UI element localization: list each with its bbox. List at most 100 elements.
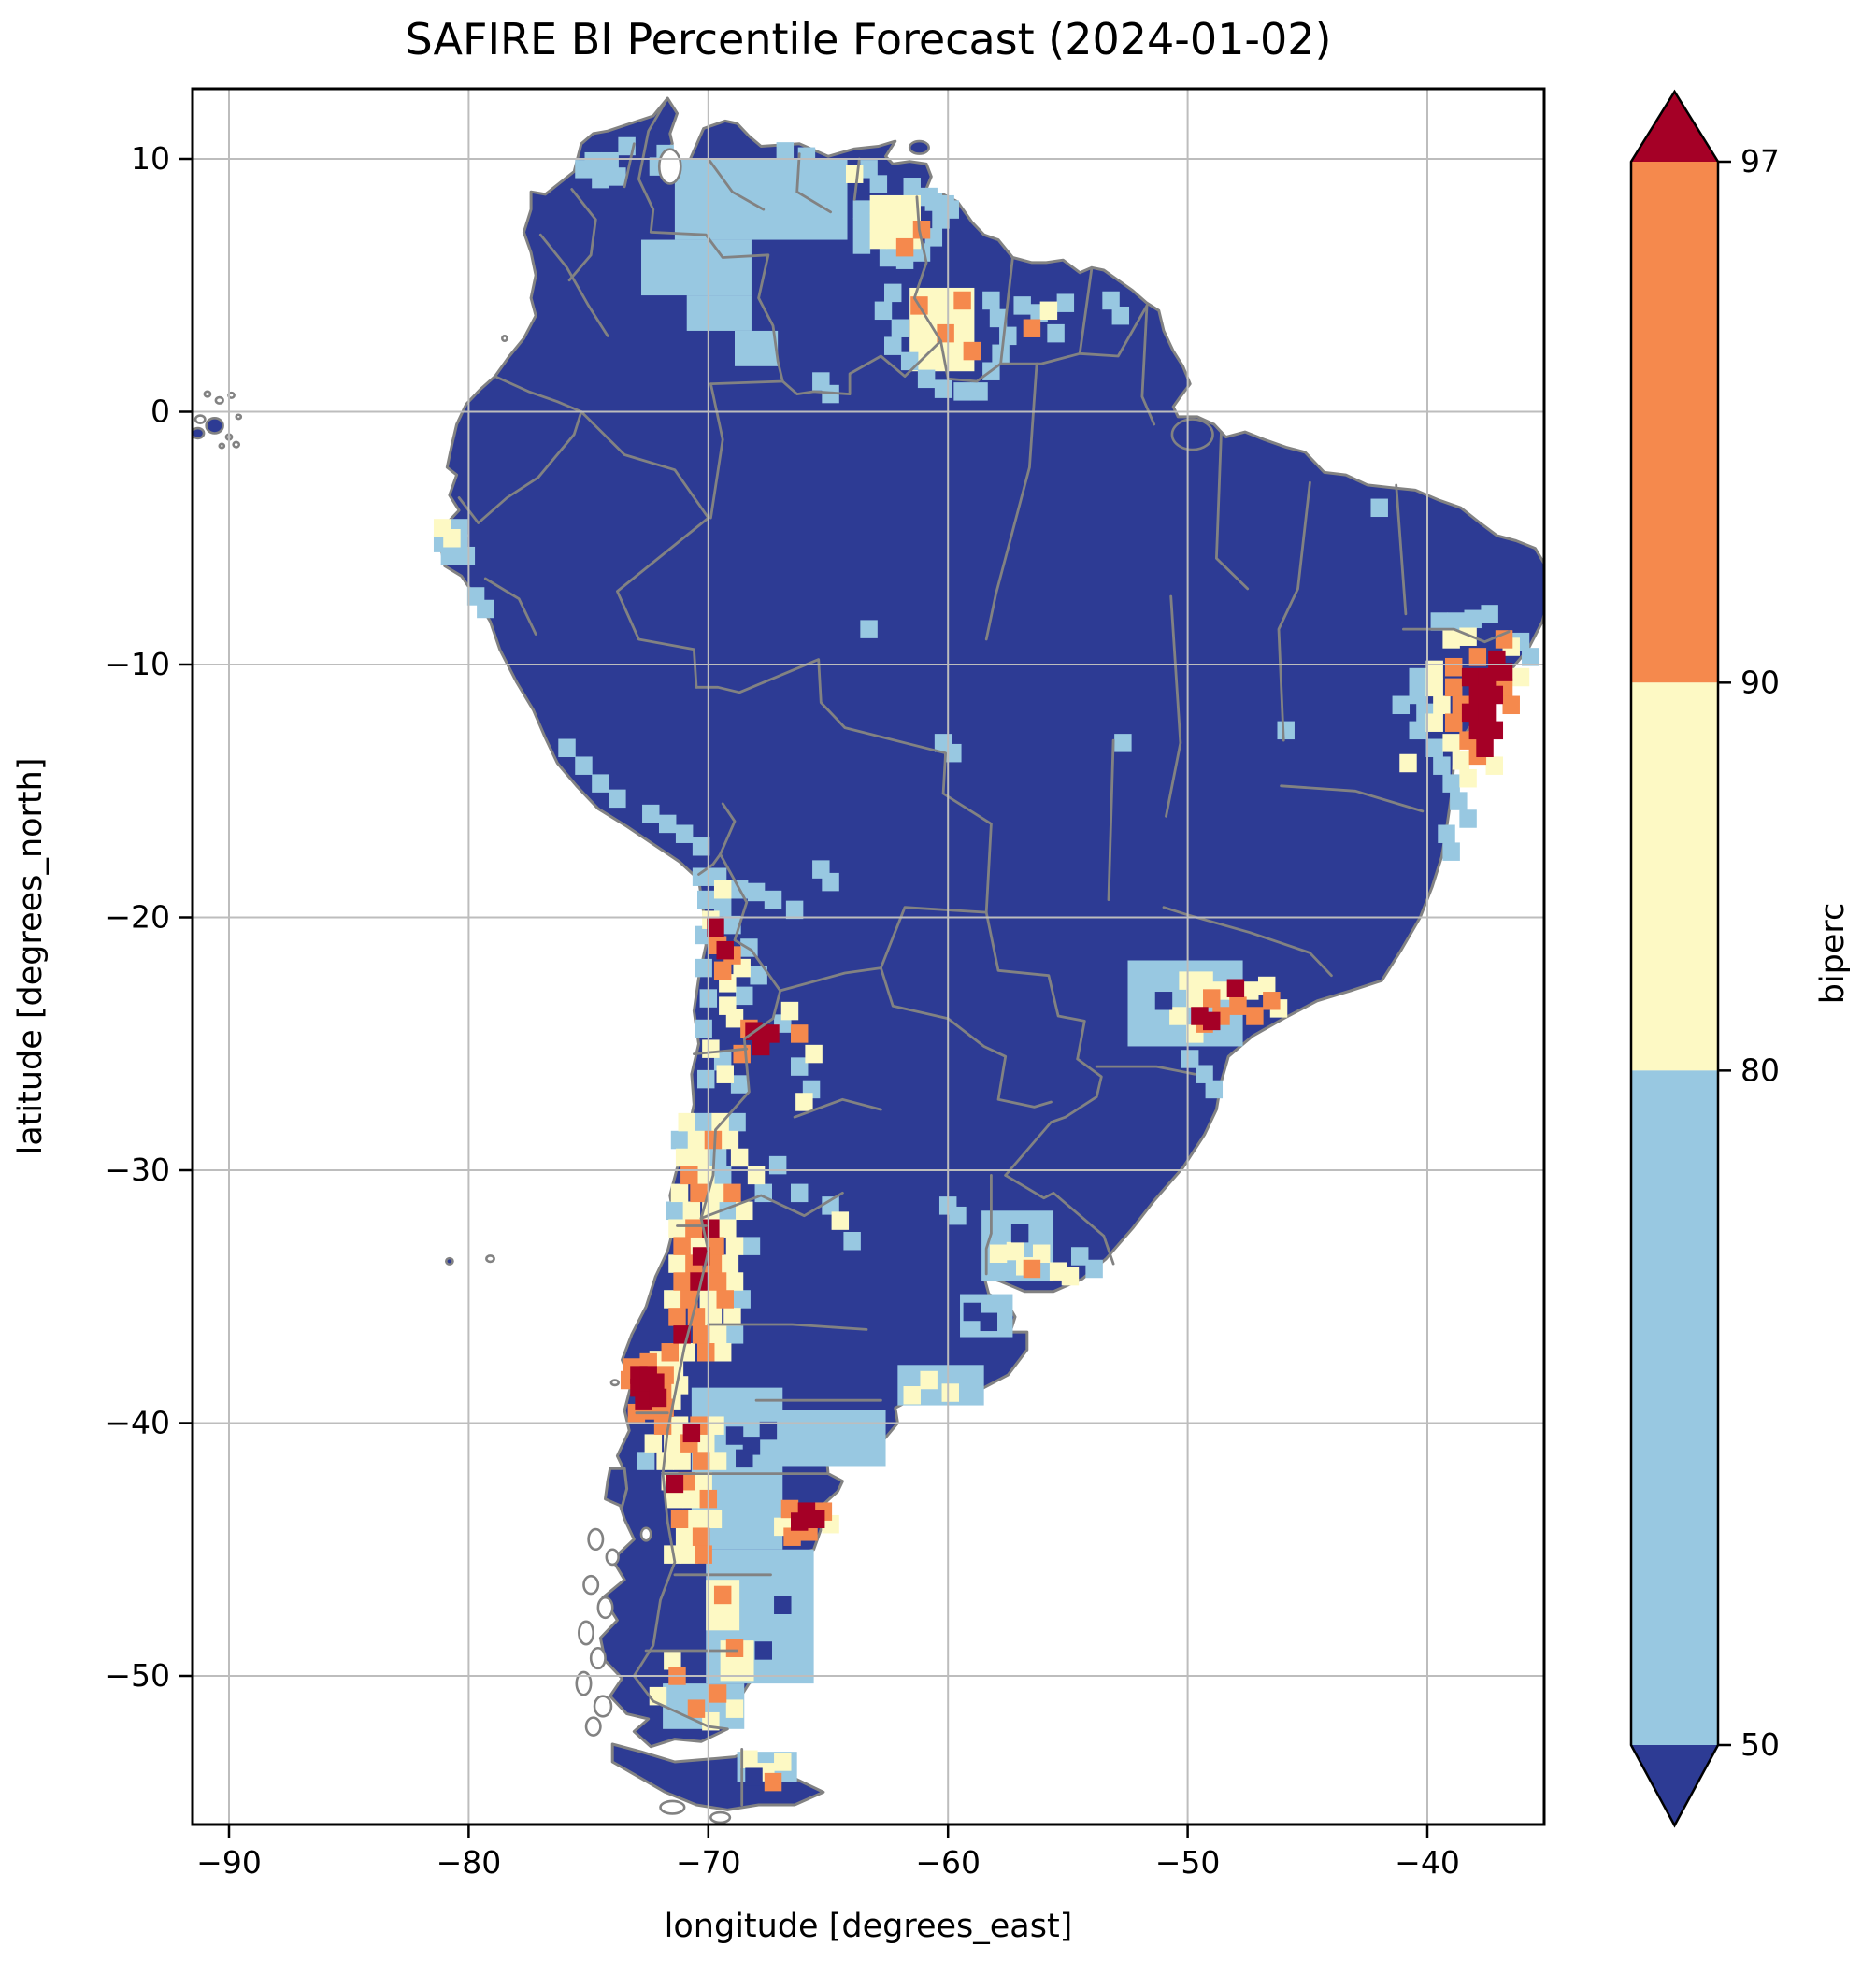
admin-border — [567, 188, 597, 282]
admin-border — [457, 410, 583, 524]
raster-cell-b — [440, 546, 459, 565]
raster-cell-o — [692, 1527, 710, 1546]
raster-cell-y — [687, 1130, 706, 1150]
island — [589, 1646, 607, 1670]
colorbar-tick-label: 80 — [1740, 1052, 1780, 1088]
admin-border — [880, 906, 988, 969]
raster-cell-b — [982, 291, 1000, 310]
raster-cell-r — [635, 1391, 652, 1410]
admin-border — [719, 852, 782, 993]
y-tick-label: −20 — [105, 899, 170, 936]
raster-cell-y — [1433, 695, 1451, 715]
island — [709, 1810, 732, 1825]
raster-cell-y — [1452, 751, 1470, 770]
raster-cell-b — [742, 1237, 761, 1255]
raster-cell-b — [1442, 842, 1460, 861]
admin-border — [1165, 594, 1182, 818]
raster-cell-b — [1464, 609, 1482, 629]
island — [582, 1574, 600, 1596]
raster-cell-o — [764, 1772, 782, 1792]
raster-cell-r — [647, 1373, 665, 1392]
colorbar-under-arrow — [1631, 1745, 1718, 1825]
raster-cell-r — [807, 1510, 825, 1529]
raster-cell-y — [1061, 1267, 1080, 1286]
colorbar: 97 90 80 50 — [1629, 89, 1780, 1828]
admin-border — [1078, 265, 1094, 355]
raster-cell-o — [680, 1166, 698, 1185]
raster-cell-y — [1196, 971, 1213, 990]
raster-cell-y — [687, 1510, 706, 1529]
raster-cell-o — [1444, 657, 1463, 677]
raster-cell-o — [692, 1325, 710, 1344]
x-tick-label: −50 — [1155, 1844, 1221, 1881]
admin-border — [1140, 304, 1156, 426]
raster-cell-b — [934, 379, 952, 398]
admin-border — [1107, 738, 1115, 901]
raster-cell-y — [1039, 301, 1058, 321]
raster-cell-r — [1461, 703, 1480, 723]
admin-border — [852, 157, 861, 201]
island — [593, 1695, 613, 1718]
raster-cell-b — [457, 546, 476, 565]
plot-border — [191, 87, 1546, 1826]
admin-border — [580, 410, 710, 520]
raster-cell-y — [1442, 630, 1460, 649]
raster-cell-b — [1111, 306, 1130, 325]
admin-border — [1215, 430, 1250, 591]
colorbar-tick-label: 50 — [1740, 1726, 1780, 1763]
raster-cell-y — [941, 1383, 959, 1402]
grid-layer — [193, 89, 1544, 1825]
raster-cell-y — [725, 1009, 744, 1028]
raster-cell-y — [869, 194, 888, 214]
raster-cell-b — [1181, 1050, 1199, 1068]
admin-border — [1280, 784, 1425, 813]
island — [485, 1254, 495, 1264]
x-tick-label: −80 — [437, 1844, 502, 1881]
raster-cell-y — [903, 1386, 921, 1405]
island — [235, 413, 243, 421]
raster-cell-o — [733, 1044, 751, 1064]
raster-patch-b — [686, 295, 752, 331]
raster-cell-b — [477, 599, 494, 619]
island — [587, 1527, 605, 1552]
raster-cell-b — [1392, 695, 1411, 715]
raster-cell-b — [1196, 1065, 1213, 1083]
raster-cell-y — [1186, 989, 1204, 1008]
raster-cell-r — [1478, 667, 1497, 687]
raster-cell-y — [678, 1112, 695, 1132]
raster-cell-b — [891, 319, 909, 337]
island — [500, 335, 508, 343]
raster-cell-b — [953, 382, 971, 401]
raster-cell-y — [1425, 713, 1443, 732]
raster-cell-d — [754, 1641, 773, 1660]
x-axis: −90 −80 −70 −60 −50 −40 — [196, 1825, 1460, 1881]
raster-cell-r — [1461, 667, 1480, 687]
raster-cell-o — [685, 1219, 703, 1238]
admin-border — [538, 233, 609, 337]
raster-cell-y — [725, 1699, 744, 1718]
raster-cell-b — [601, 151, 619, 171]
x-tick-label: −60 — [915, 1844, 981, 1881]
raster-cell-y — [664, 1652, 681, 1670]
raster-cell-r — [1203, 1011, 1221, 1031]
island — [584, 1716, 602, 1737]
raster-cell-y — [682, 1489, 701, 1509]
raster-cell-b — [666, 1201, 684, 1221]
raster-cell-b — [723, 915, 741, 935]
raster-cell-o — [709, 1272, 727, 1291]
raster-cell-y — [675, 1148, 694, 1167]
raster-cell-b — [1425, 738, 1443, 758]
raster-cell-b — [1433, 756, 1451, 775]
x-axis-label: longitude [degrees_east] — [665, 1908, 1073, 1945]
raster-cell-y — [721, 1254, 739, 1273]
chiloe-island — [604, 1467, 629, 1509]
raster-cell-r — [1226, 979, 1245, 997]
admin-border — [616, 516, 710, 689]
raster-cell-y — [886, 212, 905, 232]
raster-cell-b — [592, 169, 609, 189]
raster-cell-y — [666, 1489, 684, 1509]
raster-cell-b — [949, 1206, 967, 1225]
raster-cell-o — [704, 1130, 723, 1150]
raster-cell-y — [675, 1527, 694, 1546]
raster-cell-b — [750, 966, 767, 985]
